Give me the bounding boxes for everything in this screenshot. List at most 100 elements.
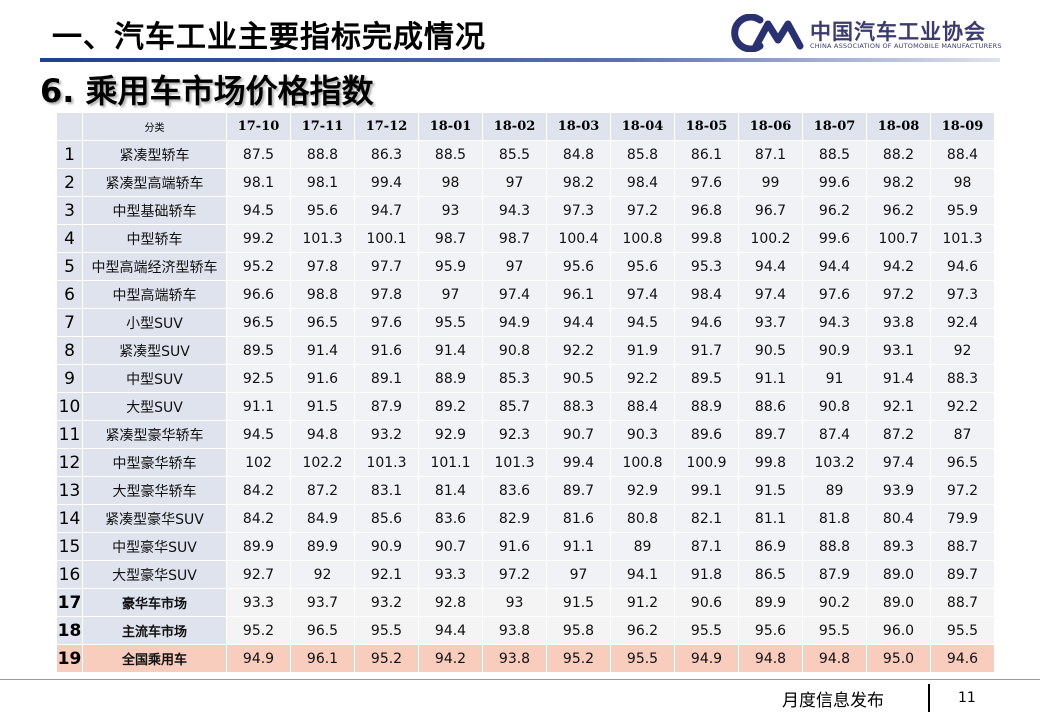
row-index-cell: 1 — [56, 140, 83, 169]
value-cell: 91.1 — [546, 532, 611, 561]
value-cell: 91.6 — [354, 336, 419, 365]
value-cell: 97 — [418, 280, 483, 309]
value-cell: 94.9 — [482, 308, 547, 337]
value-cell: 92.1 — [354, 560, 419, 589]
value-cell: 93.1 — [866, 336, 931, 365]
value-cell: 87.2 — [290, 476, 355, 505]
row-category-cell: 中型SUV — [82, 364, 227, 393]
row-category-cell: 主流车市场 — [82, 616, 227, 645]
value-cell: 97.6 — [354, 308, 419, 337]
value-cell: 91 — [802, 364, 867, 393]
value-cell: 89.9 — [738, 588, 803, 617]
table-row-total: 19 全国乘用车 94.9 96.1 95.2 94.2 93.8 95.2 95.5 94.9 9… — [56, 644, 995, 673]
value-cell: 88.9 — [674, 392, 739, 421]
value-cell: 89.5 — [674, 364, 739, 393]
row-index-cell: 5 — [56, 252, 83, 281]
value-cell: 84.9 — [290, 504, 355, 533]
page-number: 11 — [958, 690, 976, 706]
value-cell: 96.5 — [290, 616, 355, 645]
value-cell: 93.2 — [354, 420, 419, 449]
value-cell: 92.9 — [418, 420, 483, 449]
value-cell: 96.0 — [866, 616, 931, 645]
value-cell: 99.4 — [354, 168, 419, 197]
value-cell: 94.5 — [610, 308, 675, 337]
value-cell: 85.7 — [482, 392, 547, 421]
value-cell: 89.7 — [546, 476, 611, 505]
value-cell: 99 — [738, 168, 803, 197]
table-row: 5 中型高端经济型轿车 95.2 97.8 97.7 95.9 97 95.6 95.6 95.3… — [56, 252, 995, 281]
value-cell: 93.8 — [482, 644, 547, 673]
header-month-cell: 18-01 — [418, 112, 483, 141]
value-cell: 87 — [930, 420, 995, 449]
row-category-cell: 中型高端经济型轿车 — [82, 252, 227, 281]
value-cell: 87.5 — [226, 140, 291, 169]
row-index-cell: 9 — [56, 364, 83, 393]
value-cell: 92.5 — [226, 364, 291, 393]
value-cell: 93.8 — [482, 616, 547, 645]
value-cell: 96.2 — [866, 196, 931, 225]
header-month-cell: 18-08 — [866, 112, 931, 141]
logo-chinese-name: 中国汽车工业协会 — [810, 20, 986, 44]
value-cell: 93.3 — [226, 588, 291, 617]
header-month-cell: 18-07 — [802, 112, 867, 141]
value-cell: 87.1 — [738, 140, 803, 169]
row-index-cell: 2 — [56, 168, 83, 197]
value-cell: 94.5 — [226, 196, 291, 225]
value-cell: 94.4 — [418, 616, 483, 645]
value-cell: 97.4 — [610, 280, 675, 309]
value-cell: 99.1 — [674, 476, 739, 505]
table-row: 16 大型豪华SUV 92.7 92 92.1 93.3 97.2 97 94.1 91.8 86.… — [56, 560, 995, 589]
header-month-cell: 17-10 — [226, 112, 291, 141]
value-cell: 95.9 — [418, 252, 483, 281]
header-divider — [40, 58, 1000, 62]
value-cell: 95.6 — [610, 252, 675, 281]
value-cell: 98.7 — [482, 224, 547, 253]
row-index-cell: 12 — [56, 448, 83, 477]
header-category-cell: 分类 — [82, 112, 227, 141]
row-index-cell: 19 — [56, 644, 83, 673]
value-cell: 90.7 — [418, 532, 483, 561]
value-cell: 93 — [418, 196, 483, 225]
value-cell: 94.4 — [546, 308, 611, 337]
value-cell: 91.4 — [866, 364, 931, 393]
value-cell: 84.2 — [226, 504, 291, 533]
value-cell: 90.8 — [482, 336, 547, 365]
value-cell: 94.6 — [930, 252, 995, 281]
value-cell: 99.6 — [802, 224, 867, 253]
value-cell: 100.4 — [546, 224, 611, 253]
value-cell: 90.7 — [546, 420, 611, 449]
value-cell: 96.1 — [290, 644, 355, 673]
header-month-cell: 18-02 — [482, 112, 547, 141]
value-cell: 97.2 — [610, 196, 675, 225]
value-cell: 94.1 — [610, 560, 675, 589]
row-category-cell: 大型SUV — [82, 392, 227, 421]
value-cell: 94.3 — [482, 196, 547, 225]
value-cell: 97.4 — [482, 280, 547, 309]
value-cell: 94.3 — [802, 308, 867, 337]
value-cell: 88.3 — [546, 392, 611, 421]
value-cell: 94.4 — [738, 252, 803, 281]
value-cell: 96.5 — [290, 308, 355, 337]
value-cell: 89.9 — [290, 532, 355, 561]
value-cell: 88.5 — [418, 140, 483, 169]
header-month-cell: 18-05 — [674, 112, 739, 141]
value-cell: 100.9 — [674, 448, 739, 477]
value-cell: 95.5 — [674, 616, 739, 645]
value-cell: 91.9 — [610, 336, 675, 365]
value-cell: 84.8 — [546, 140, 611, 169]
footer-label: 月度信息发布 — [782, 691, 884, 711]
value-cell: 97.3 — [546, 196, 611, 225]
row-category-cell: 紧凑型轿车 — [82, 140, 227, 169]
value-cell: 96.5 — [226, 308, 291, 337]
value-cell: 92.2 — [930, 392, 995, 421]
value-cell: 97 — [546, 560, 611, 589]
value-cell: 94.6 — [930, 644, 995, 673]
table-row: 7 小型SUV 96.5 96.5 97.6 95.5 94.9 94.4 94.5 94.6 93… — [56, 308, 995, 337]
header-index-cell — [56, 112, 83, 141]
value-cell: 99.4 — [546, 448, 611, 477]
table-row: 17 豪华车市场 93.3 93.7 93.2 92.8 93 91.5 91.2 90.6 89.… — [56, 588, 995, 617]
footer-divider — [0, 679, 1040, 680]
value-cell: 99.6 — [802, 168, 867, 197]
value-cell: 93.9 — [866, 476, 931, 505]
value-cell: 83.6 — [418, 504, 483, 533]
